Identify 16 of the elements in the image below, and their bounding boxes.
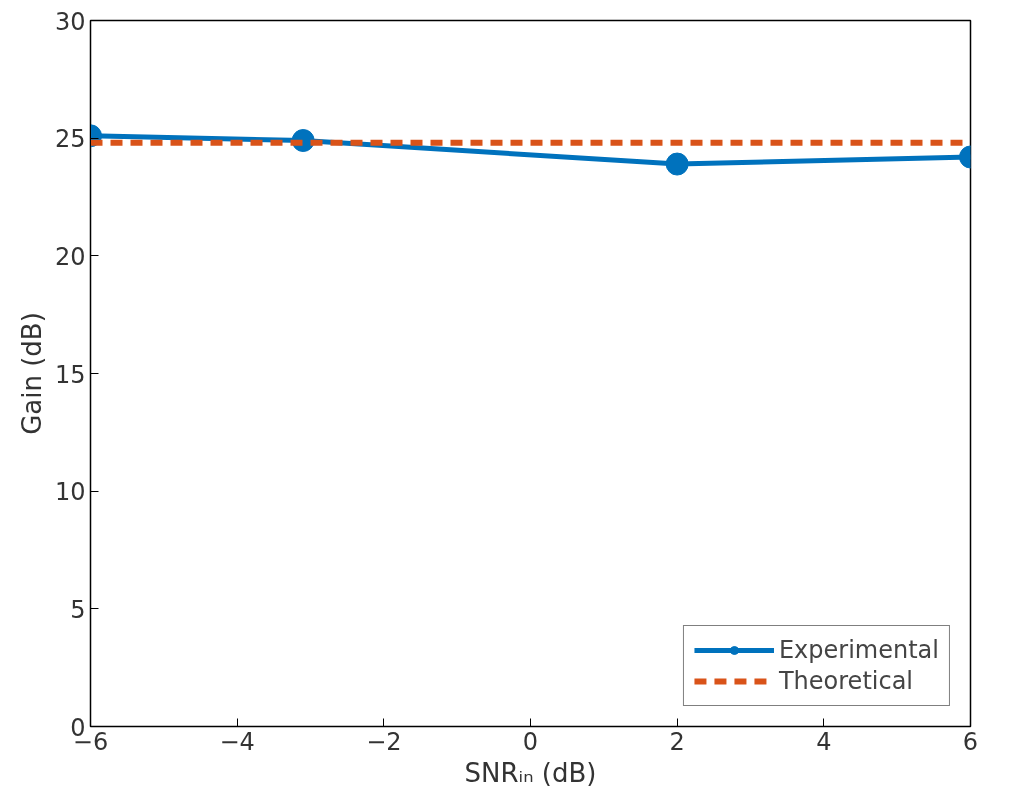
- x-tick-label: 2: [669, 727, 685, 756]
- y-tick-label: 30: [54, 7, 86, 36]
- x-tick-label: 0: [522, 727, 539, 756]
- y-tick-label: 25: [54, 125, 86, 154]
- y-tick-label: 10: [54, 478, 86, 507]
- legend-label: Experimental: [778, 636, 939, 664]
- x-tick-label: 6: [962, 727, 979, 756]
- y-tick-label: 15: [54, 360, 86, 389]
- x-axis-title: SNRᵢₙ (dB): [464, 757, 597, 788]
- x-tick-label: 4: [816, 727, 832, 756]
- y-tick-label: 20: [54, 242, 86, 271]
- x-tick-label: −2: [366, 727, 402, 756]
- x-tick-label: −4: [219, 727, 255, 756]
- y-tick-label: 5: [70, 595, 86, 624]
- legend-label: Theoretical: [778, 667, 914, 695]
- y-axis-title: Gain (dB): [16, 312, 47, 435]
